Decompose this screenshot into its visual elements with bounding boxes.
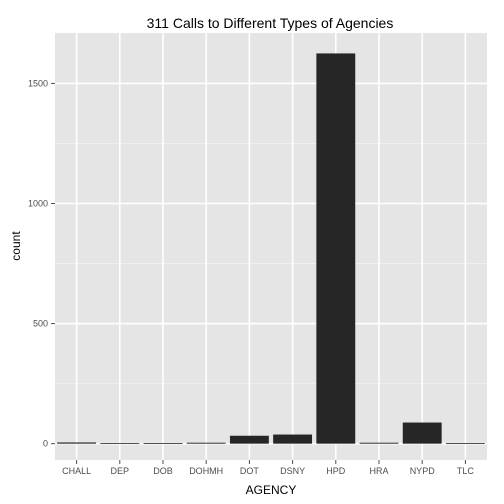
bar-hpd: [316, 53, 356, 444]
y-axis-ticks: 0 500 1000 1500: [28, 78, 55, 449]
x-tick-label: NYPD: [410, 466, 436, 476]
bars: [57, 53, 485, 444]
bar-tlc: [445, 443, 485, 444]
bar-dohmh: [186, 442, 226, 444]
plot-panel: [55, 33, 487, 460]
y-tick-label: 1500: [28, 78, 48, 88]
bar-chall: [57, 442, 97, 444]
bar-hra: [359, 442, 399, 444]
y-axis-label: count: [9, 231, 23, 261]
bar-dot: [229, 435, 269, 444]
x-tick-label: TLC: [457, 466, 475, 476]
y-tick-label: 1000: [28, 199, 48, 209]
x-tick-label: DOHMH: [189, 466, 223, 476]
chart-title: 311 Calls to Different Types of Agencies: [147, 15, 394, 31]
x-axis-label: AGENCY: [246, 483, 297, 497]
x-axis-ticks: CHALL DEP DOB DOHMH DOT DSNY HPD HRA NYPD TLC: [62, 460, 474, 476]
x-tick-label: DEP: [111, 466, 130, 476]
bar-dep: [100, 443, 140, 444]
x-tick-label: CHALL: [62, 466, 91, 476]
x-tick-label: HPD: [326, 466, 346, 476]
x-tick-label: DOT: [240, 466, 260, 476]
y-tick-label: 0: [43, 439, 48, 449]
bar-nypd: [402, 422, 442, 444]
bar-dob: [143, 443, 183, 444]
x-tick-label: DOB: [153, 466, 173, 476]
bar-dsny: [273, 434, 313, 444]
x-tick-label: HRA: [369, 466, 388, 476]
x-tick-label: DSNY: [280, 466, 305, 476]
y-tick-label: 500: [33, 319, 48, 329]
